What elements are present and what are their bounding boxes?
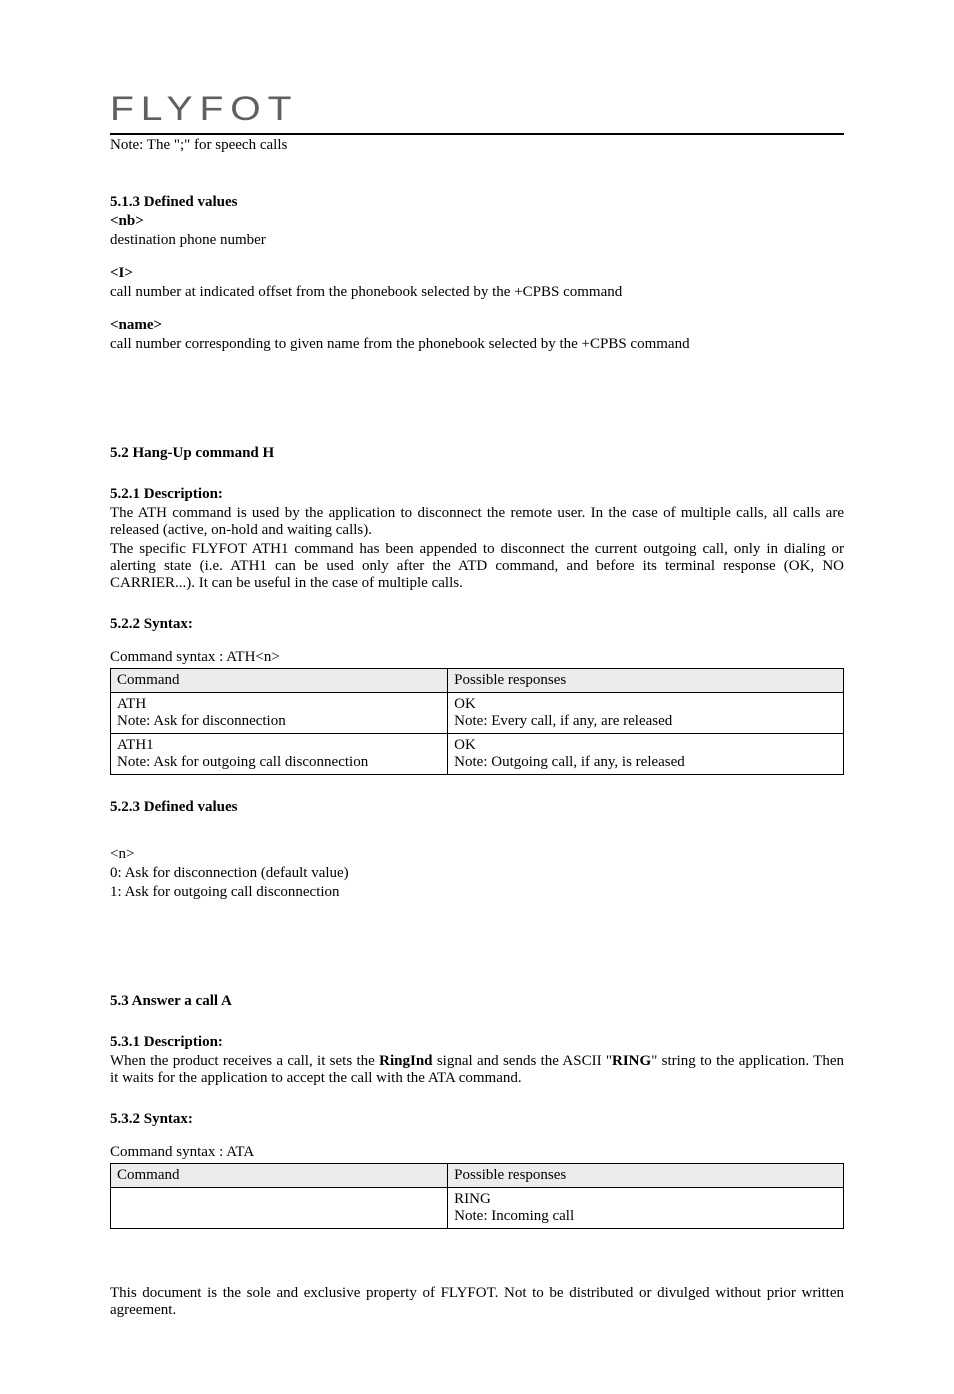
defval-0: 0: Ask for disconnection (default value) <box>110 865 844 882</box>
heading-5-3: 5.3 Answer a call A <box>110 993 844 1010</box>
col-command: Command <box>111 1164 448 1188</box>
defval-nb-desc: destination phone number <box>110 232 844 249</box>
heading-5-3-1: 5.3.1 Description: <box>110 1034 844 1051</box>
hangup-syntax-line: Command syntax : ATH<n> <box>110 649 844 666</box>
hangup-desc-p2: The specific FLYFOT ATH1 command has bee… <box>110 541 844 592</box>
cell-resp: OKNote: Every call, if any, are released <box>448 693 844 734</box>
hangup-table: Command Possible responses ATHNote: Ask … <box>110 668 844 775</box>
table-row: ATHNote: Ask for disconnection OKNote: E… <box>111 693 844 734</box>
cell-cmd: ATH1Note: Ask for outgoing call disconne… <box>111 734 448 775</box>
header-rule <box>110 133 844 135</box>
answer-desc: When the product receives a call, it set… <box>110 1053 844 1087</box>
answer-table: Command Possible responses RINGNote: Inc… <box>110 1163 844 1229</box>
table-header-row: Command Possible responses <box>111 1164 844 1188</box>
defval-name-label: <name> <box>110 317 844 334</box>
page-container: FLYFOT Note: The ";" for speech calls 5.… <box>0 0 954 1394</box>
heading-5-3-2: 5.3.2 Syntax: <box>110 1111 844 1128</box>
table-row: RINGNote: Incoming call <box>111 1188 844 1229</box>
heading-5-1-3: 5.1.3 Defined values <box>110 194 844 211</box>
table-header-row: Command Possible responses <box>111 669 844 693</box>
note-top: Note: The ";" for speech calls <box>110 137 844 154</box>
defval-i-label: <I> <box>110 265 844 282</box>
heading-5-2-2: 5.2.2 Syntax: <box>110 616 844 633</box>
col-command: Command <box>111 669 448 693</box>
cell-resp: OKNote: Outgoing call, if any, is releas… <box>448 734 844 775</box>
heading-5-2-3: 5.2.3 Defined values <box>110 799 844 816</box>
logo: FLYFOT <box>110 90 954 129</box>
heading-5-2-1: 5.2.1 Description: <box>110 486 844 503</box>
answer-syntax-line: Command syntax : ATA <box>110 1144 844 1161</box>
cell-cmd <box>111 1188 448 1229</box>
col-responses: Possible responses <box>448 1164 844 1188</box>
footer-text: This document is the sole and exclusive … <box>110 1285 844 1319</box>
heading-5-2: 5.2 Hang-Up command H <box>110 445 844 462</box>
defval-name-desc: call number corresponding to given name … <box>110 336 844 353</box>
defval-nb-label: <nb> <box>110 213 844 230</box>
hangup-desc-p1: The ATH command is used by the applicati… <box>110 505 844 539</box>
defval-i-desc: call number at indicated offset from the… <box>110 284 844 301</box>
cell-cmd: ATHNote: Ask for disconnection <box>111 693 448 734</box>
cell-resp: RINGNote: Incoming call <box>448 1188 844 1229</box>
table-row: ATH1Note: Ask for outgoing call disconne… <box>111 734 844 775</box>
col-responses: Possible responses <box>448 669 844 693</box>
defval-1: 1: Ask for outgoing call disconnection <box>110 884 844 901</box>
defval-n: <n> <box>110 846 844 863</box>
